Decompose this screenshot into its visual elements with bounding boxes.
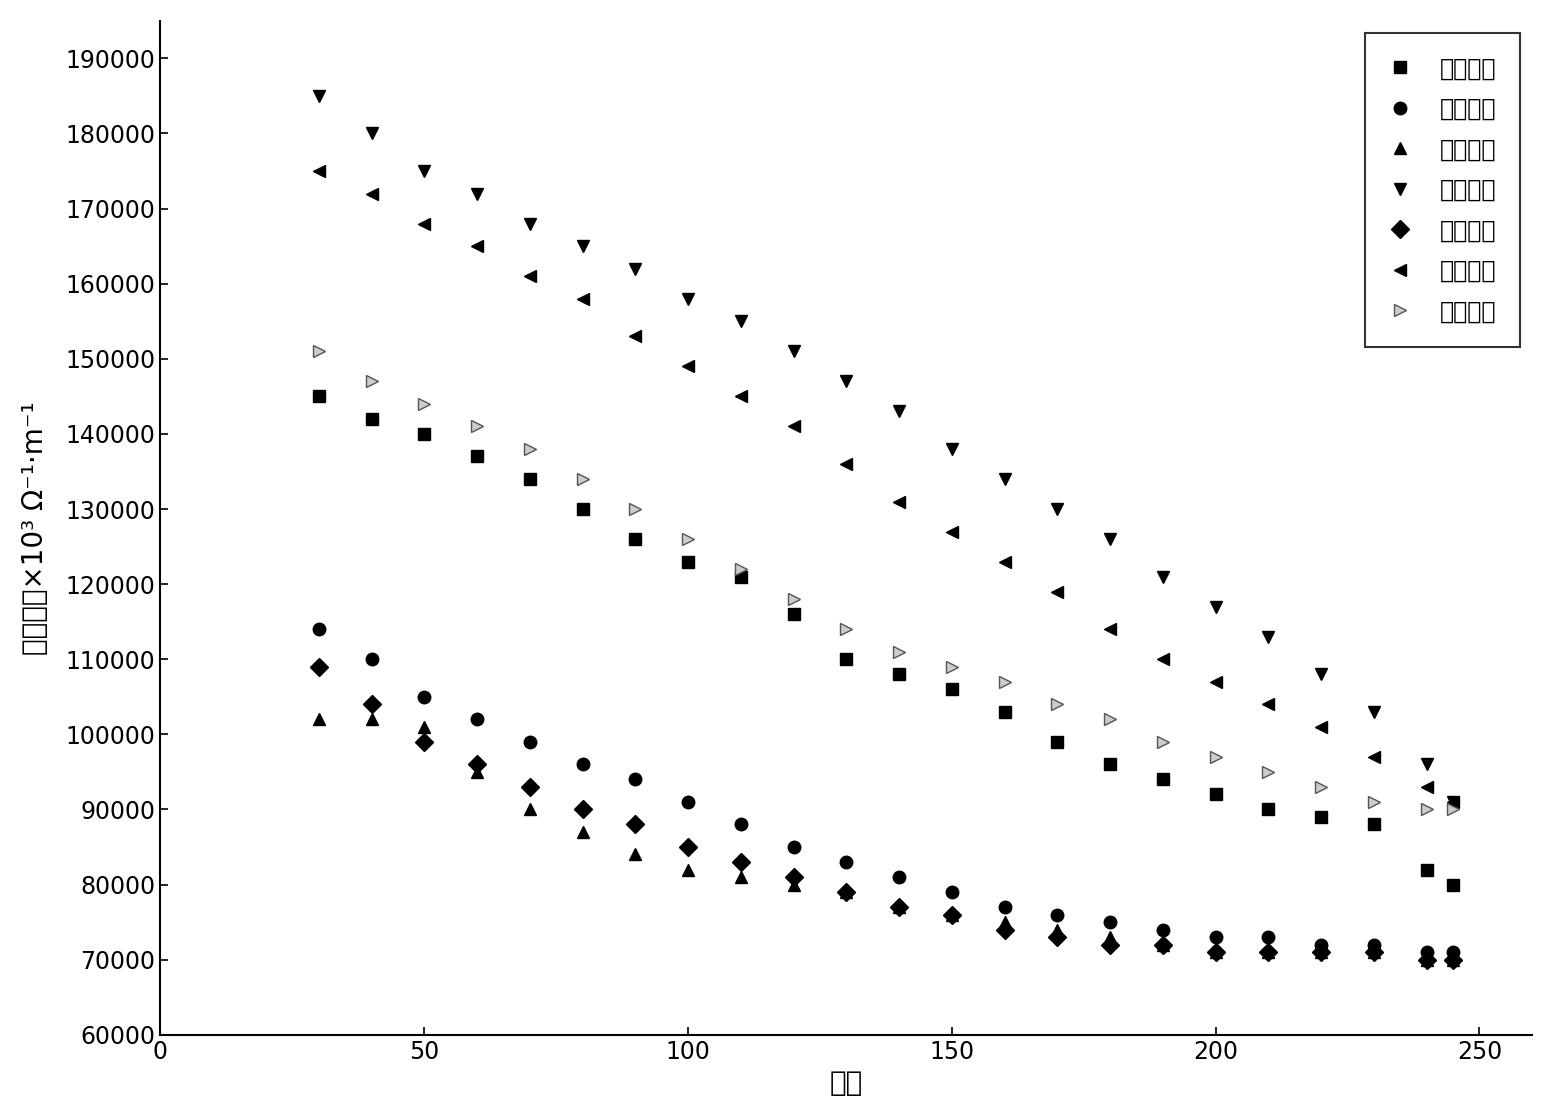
Y-axis label: 电导率，×10³ Ω⁻¹·m⁻¹: 电导率，×10³ Ω⁻¹·m⁻¹ xyxy=(20,401,48,655)
Legend: 实施例一, 实施例二, 实施例三, 实施例四, 实施例五, 对比例一, 对比例二: 实施例一, 实施例二, 实施例三, 实施例四, 实施例五, 对比例一, 对比例二 xyxy=(1365,32,1520,347)
X-axis label: 温度: 温度 xyxy=(829,1069,863,1097)
